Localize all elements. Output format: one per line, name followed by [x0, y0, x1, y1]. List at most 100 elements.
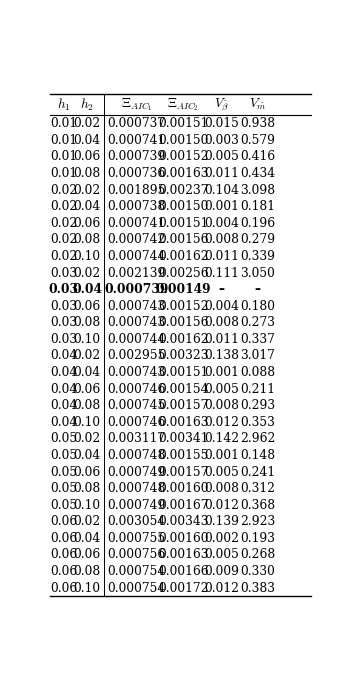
Text: 0.04: 0.04	[73, 200, 101, 213]
Text: 0.00156: 0.00156	[158, 234, 209, 246]
Text: 0.00162: 0.00162	[158, 250, 209, 263]
Text: 0.03: 0.03	[50, 316, 77, 329]
Text: 0.04: 0.04	[50, 399, 77, 412]
Text: 0.06: 0.06	[50, 548, 77, 561]
Text: 0.00172: 0.00172	[158, 581, 209, 594]
Text: 0.02: 0.02	[73, 117, 101, 131]
Text: 0.011: 0.011	[204, 250, 239, 263]
Text: 0.00155: 0.00155	[158, 449, 208, 462]
Text: 0.138: 0.138	[204, 349, 239, 363]
Text: 0.00323: 0.00323	[158, 349, 209, 363]
Text: 0.279: 0.279	[240, 234, 275, 246]
Text: 0.002139: 0.002139	[107, 267, 166, 279]
Text: 0.000755: 0.000755	[108, 532, 165, 545]
Text: 0.003054: 0.003054	[108, 516, 166, 528]
Text: 0.000746: 0.000746	[107, 382, 166, 396]
Text: 0.06: 0.06	[73, 151, 101, 164]
Text: 0.004: 0.004	[204, 217, 239, 229]
Text: –: –	[255, 283, 261, 296]
Text: 0.00160: 0.00160	[158, 482, 209, 495]
Text: $h_2$: $h_2$	[80, 96, 94, 112]
Text: $V_{\hat{\beta}}$: $V_{\hat{\beta}}$	[214, 96, 229, 113]
Text: 0.012: 0.012	[204, 416, 239, 429]
Text: 0.000738: 0.000738	[108, 200, 166, 213]
Text: 0.015: 0.015	[204, 117, 239, 131]
Text: 0.181: 0.181	[240, 200, 275, 213]
Text: 0.00149: 0.00149	[155, 283, 211, 296]
Text: 0.03: 0.03	[50, 333, 77, 346]
Text: 0.003: 0.003	[204, 134, 239, 147]
Text: 0.000745: 0.000745	[108, 399, 166, 412]
Text: 0.180: 0.180	[240, 299, 275, 313]
Text: 0.00160: 0.00160	[158, 532, 209, 545]
Text: 0.03: 0.03	[49, 283, 79, 296]
Text: 0.001: 0.001	[204, 200, 239, 213]
Text: $h_1$: $h_1$	[57, 96, 70, 112]
Text: 0.000749: 0.000749	[107, 466, 166, 479]
Text: 0.005: 0.005	[204, 151, 239, 164]
Text: 0.00151: 0.00151	[158, 117, 208, 131]
Text: 0.00166: 0.00166	[158, 565, 209, 578]
Text: 0.03: 0.03	[50, 299, 77, 313]
Text: 0.06: 0.06	[50, 581, 77, 594]
Text: 0.04: 0.04	[50, 382, 77, 396]
Text: 0.001895: 0.001895	[107, 184, 166, 197]
Text: $\Xi_{AIC_2}$: $\Xi_{AIC_2}$	[168, 96, 199, 113]
Text: 0.01: 0.01	[50, 134, 77, 147]
Text: 0.10: 0.10	[73, 416, 100, 429]
Text: 0.273: 0.273	[240, 316, 275, 329]
Text: $\Xi_{AIC_1}$: $\Xi_{AIC_1}$	[121, 96, 152, 113]
Text: 0.02: 0.02	[50, 234, 77, 246]
Text: 0.139: 0.139	[204, 516, 239, 528]
Text: 0.00163: 0.00163	[158, 167, 209, 180]
Text: 0.08: 0.08	[73, 482, 101, 495]
Text: 0.000748: 0.000748	[107, 449, 166, 462]
Text: 0.06: 0.06	[73, 299, 101, 313]
Text: 0.02: 0.02	[50, 184, 77, 197]
Text: 2.923: 2.923	[240, 516, 275, 528]
Text: 0.011: 0.011	[204, 167, 239, 180]
Text: 0.06: 0.06	[50, 516, 77, 528]
Text: 0.368: 0.368	[240, 499, 275, 511]
Text: 0.05: 0.05	[50, 466, 77, 479]
Text: 0.10: 0.10	[73, 581, 100, 594]
Text: 0.00157: 0.00157	[158, 466, 208, 479]
Text: 0.10: 0.10	[73, 499, 100, 511]
Text: 0.005: 0.005	[204, 382, 239, 396]
Text: 0.02: 0.02	[73, 184, 101, 197]
Text: 0.00151: 0.00151	[158, 217, 208, 229]
Text: 0.000743: 0.000743	[108, 299, 166, 313]
Text: 0.00167: 0.00167	[158, 499, 209, 511]
Text: 0.05: 0.05	[50, 499, 77, 511]
Text: 0.009: 0.009	[204, 565, 239, 578]
Text: 0.00162: 0.00162	[158, 333, 209, 346]
Text: 0.08: 0.08	[73, 565, 101, 578]
Text: 0.111: 0.111	[204, 267, 239, 279]
Text: 0.003117: 0.003117	[108, 432, 165, 446]
Text: 0.01: 0.01	[50, 117, 77, 131]
Text: 0.04: 0.04	[73, 532, 101, 545]
Text: 0.000736: 0.000736	[108, 167, 166, 180]
Text: 0.00341: 0.00341	[158, 432, 209, 446]
Text: 0.00152: 0.00152	[158, 151, 209, 164]
Text: 0.01: 0.01	[50, 167, 77, 180]
Text: 0.008: 0.008	[204, 316, 239, 329]
Text: 0.196: 0.196	[240, 217, 275, 229]
Text: 0.04: 0.04	[50, 416, 77, 429]
Text: 0.06: 0.06	[50, 532, 77, 545]
Text: 0.05: 0.05	[50, 482, 77, 495]
Text: 0.04: 0.04	[50, 349, 77, 363]
Text: 0.00151: 0.00151	[158, 366, 208, 379]
Text: 0.05: 0.05	[50, 432, 77, 446]
Text: 0.268: 0.268	[240, 548, 275, 561]
Text: 0.330: 0.330	[240, 565, 275, 578]
Text: 0.04: 0.04	[73, 366, 101, 379]
Text: 0.00150: 0.00150	[158, 134, 208, 147]
Text: 0.241: 0.241	[240, 466, 275, 479]
Text: 0.193: 0.193	[240, 532, 275, 545]
Text: 0.08: 0.08	[73, 316, 101, 329]
Text: 0.04: 0.04	[73, 449, 101, 462]
Text: 0.04: 0.04	[72, 283, 102, 296]
Text: 0.148: 0.148	[240, 449, 275, 462]
Text: 0.938: 0.938	[240, 117, 275, 131]
